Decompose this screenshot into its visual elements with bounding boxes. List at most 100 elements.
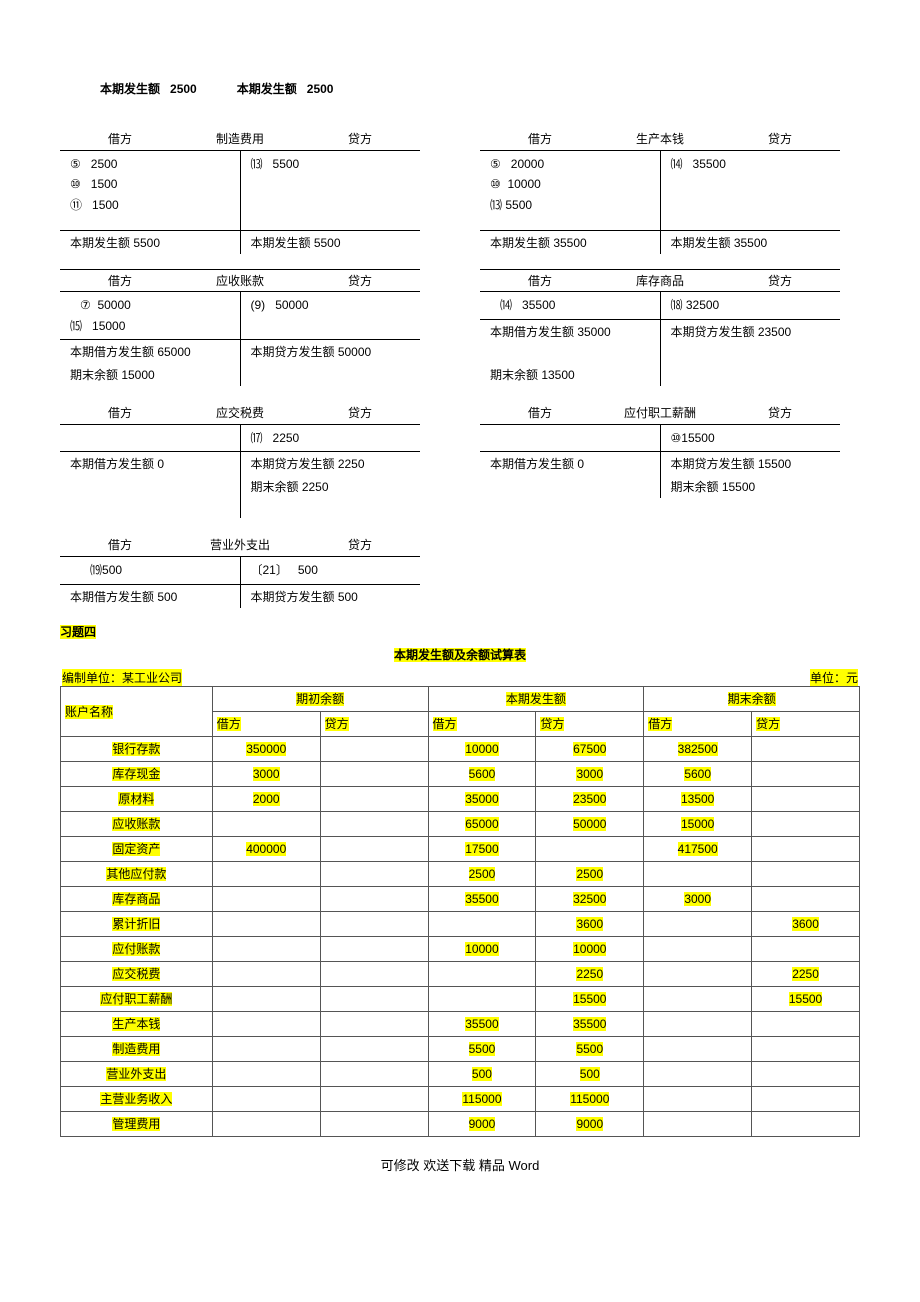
account-name-cell: 应付职工薪酬: [61, 986, 213, 1011]
account-title: 生产本钱: [600, 127, 720, 150]
value-cell: 9000: [428, 1111, 536, 1136]
value-cell: [752, 1111, 860, 1136]
currency-unit: 单位：元: [810, 669, 858, 686]
sum-credit: 本期发生额 5500: [241, 231, 421, 254]
value-cell: [212, 811, 320, 836]
top-right-label: 本期发生额: [237, 82, 297, 96]
value-cell: 65000: [428, 811, 536, 836]
value-cell: 2500: [428, 861, 536, 886]
debit-entries: ⑦ 50000 ⒂ 15000: [60, 292, 241, 339]
value-cell: 23500: [536, 786, 644, 811]
value-cell: [428, 911, 536, 936]
account-name-cell: 固定资产: [61, 836, 213, 861]
value-cell: 350000: [212, 736, 320, 761]
value-cell: [320, 1111, 428, 1136]
top-left-value: 2500: [170, 82, 197, 96]
value-cell: [752, 861, 860, 886]
value-cell: [212, 1111, 320, 1136]
debit-label: 借方: [480, 127, 600, 150]
value-cell: 115000: [428, 1086, 536, 1111]
credit-entries: (9) 50000: [241, 292, 421, 339]
account-name-cell: 制造费用: [61, 1036, 213, 1061]
value-cell: 50000: [536, 811, 644, 836]
value-cell: 32500: [536, 886, 644, 911]
account-name-cell: 管理费用: [61, 1111, 213, 1136]
value-cell: [752, 736, 860, 761]
value-cell: [644, 1086, 752, 1111]
debit-entries: [480, 425, 661, 451]
value-cell: [428, 986, 536, 1011]
debit-entries: ⑤ 20000 ⑩ 10000 ⒀ 5500: [480, 151, 661, 218]
debit-label: 借方: [60, 270, 180, 291]
account-title: 库存商品: [600, 270, 720, 291]
account-name-cell: 累计折旧: [61, 911, 213, 936]
account-name-cell: 生产本钱: [61, 1011, 213, 1036]
value-cell: [644, 911, 752, 936]
value-cell: 2500: [536, 861, 644, 886]
credit-label: 贷方: [720, 270, 840, 291]
t-account-row-2: 借方 应收账款 贷方 ⑦ 50000 ⒂ 15000 (9) 50000 本期借…: [60, 269, 860, 386]
value-cell: [752, 1011, 860, 1036]
value-cell: [752, 1086, 860, 1111]
top-left-label: 本期发生额: [100, 82, 160, 96]
value-cell: 10000: [536, 936, 644, 961]
account-title: 应收账款: [180, 270, 300, 291]
table-row: 库存现金3000560030005600: [61, 761, 860, 786]
debit-entries: ⒆500: [60, 557, 241, 583]
account-name-cell: 库存商品: [61, 886, 213, 911]
sum-debit: 本期借方发生额 0: [480, 452, 661, 475]
value-cell: 10000: [428, 736, 536, 761]
table-row: 其他应付款 25002500: [61, 861, 860, 886]
t-account-non-operating-expense: 借方 营业外支出 贷方 ⒆500 〔21〕 500 本期借方发生额 500 本期…: [60, 533, 420, 607]
sum-credit: 本期贷方发生额 2250: [241, 452, 421, 475]
account-name-cell: 原材料: [61, 786, 213, 811]
value-cell: [752, 1061, 860, 1086]
value-cell: [644, 936, 752, 961]
table-row: 应付职工薪酬1550015500: [61, 986, 860, 1011]
sum-debit: 本期发生额 35500: [480, 231, 661, 254]
t-account-salary-payable: 借方 应付职工薪酬 贷方 ⑩15500 本期借方发生额 0 本期贷方发生额 15…: [480, 401, 840, 518]
value-cell: 2250: [536, 961, 644, 986]
debit-entries: ⒁ 35500: [480, 292, 661, 318]
value-cell: 500: [428, 1061, 536, 1086]
t-account-production-cost: 借方 生产本钱 贷方 ⑤ 20000 ⑩ 10000 ⒀ 5500 ⒁ 3550…: [480, 127, 840, 254]
debit-label: 借方: [60, 401, 180, 424]
value-cell: [320, 1061, 428, 1086]
value-cell: [212, 911, 320, 936]
value-cell: [752, 811, 860, 836]
trial-balance-table: 账户名称 期初余额 本期发生额 期末余额 借方 贷方 借方 贷方 借方 贷方 银…: [60, 686, 860, 1137]
account-name-cell: 应交税费: [61, 961, 213, 986]
end-balance: 期末余额 15000: [60, 363, 241, 386]
credit-entries: ⒅ 32500: [661, 292, 841, 318]
end-balance: 期末余额 13500: [480, 363, 661, 386]
value-cell: [536, 836, 644, 861]
table-row: 管理费用 90009000: [61, 1111, 860, 1136]
value-cell: [320, 911, 428, 936]
value-cell: [752, 1036, 860, 1061]
sum-credit: 本期贷方发生额 15500: [661, 452, 841, 475]
sum-debit: 本期借方发生额 0: [60, 452, 241, 475]
t-account-manufacturing-expense: 借方 制造费用 贷方 ⑤ 2500 ⑩ 1500 ⑪ 1500 ⒀ 5500 本…: [60, 127, 420, 254]
value-cell: 13500: [644, 786, 752, 811]
value-cell: [212, 861, 320, 886]
value-cell: [644, 861, 752, 886]
value-cell: [320, 1036, 428, 1061]
account-title: 应交税费: [180, 401, 300, 424]
credit-entries: ⒀ 5500: [241, 151, 421, 218]
value-cell: 9000: [536, 1111, 644, 1136]
account-name-cell: 营业外支出: [61, 1061, 213, 1086]
value-cell: [320, 811, 428, 836]
col-begin: 期初余额: [296, 692, 344, 706]
top-summary: 本期发生额 2500 本期发生额 2500: [100, 80, 860, 97]
end-balance: 期末余额 15500: [661, 475, 841, 498]
account-name-cell: 其他应付款: [61, 861, 213, 886]
value-cell: 35500: [428, 1011, 536, 1036]
t-account-receivables: 借方 应收账款 贷方 ⑦ 50000 ⒂ 15000 (9) 50000 本期借…: [60, 269, 420, 386]
value-cell: [752, 786, 860, 811]
trial-balance-body: 银行存款3500001000067500382500库存现金3000560030…: [61, 736, 860, 1136]
value-cell: [644, 1011, 752, 1036]
value-cell: [752, 936, 860, 961]
credit-entries: ⒁ 35500: [661, 151, 841, 218]
sum-debit: 本期借方发生额 35000: [480, 320, 661, 343]
sum-credit: 本期发生额 35500: [661, 231, 841, 254]
